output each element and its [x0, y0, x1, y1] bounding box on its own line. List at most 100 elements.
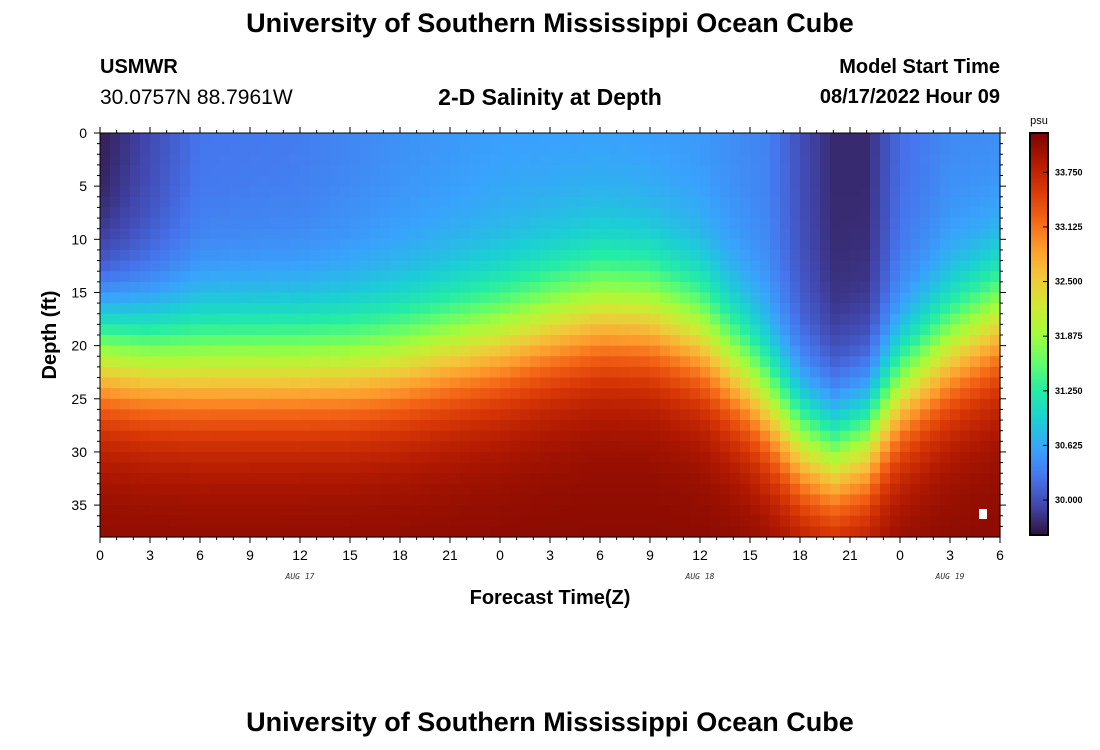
heatmap-cell [310, 515, 321, 527]
heatmap-cell [560, 249, 571, 262]
heatmap-cell [150, 292, 161, 304]
heatmap-cell [680, 494, 691, 506]
heatmap-cell [190, 526, 201, 538]
heatmap-cell [290, 515, 301, 527]
heatmap-cell [900, 249, 911, 262]
heatmap-cell [450, 228, 461, 240]
heatmap-cell [480, 324, 491, 336]
heatmap-cell [810, 420, 821, 432]
heatmap-cell [400, 292, 411, 304]
heatmap-cell [750, 154, 761, 166]
heatmap-cell [450, 388, 461, 400]
heatmap-cell [120, 249, 131, 262]
heatmap-cell [280, 133, 291, 145]
heatmap-cell [830, 388, 841, 400]
heatmap-cell [540, 218, 551, 230]
heatmap-cell [760, 345, 771, 357]
heatmap-cell [400, 441, 411, 453]
heatmap-cell [830, 462, 841, 474]
heatmap-cell [810, 186, 821, 198]
heatmap-cell [980, 377, 991, 389]
heatmap-cell [370, 483, 381, 496]
heatmap-cell [600, 494, 611, 506]
heatmap-cell [770, 494, 781, 506]
heatmap-cell [220, 441, 231, 453]
heatmap-cell [430, 451, 441, 464]
heatmap-cell [820, 164, 831, 177]
heatmap-cell [480, 526, 491, 538]
heatmap-cell [940, 335, 951, 347]
heatmap-cell [230, 420, 241, 432]
heatmap-cell [610, 462, 621, 474]
heatmap-cell [240, 196, 251, 209]
heatmap-cell [730, 228, 741, 240]
heatmap-cell [100, 249, 111, 262]
heatmap-cell [900, 196, 911, 209]
heatmap-cell [520, 409, 531, 421]
heatmap-cell [350, 133, 361, 145]
heatmap-cell [450, 462, 461, 474]
heatmap-cell [850, 420, 861, 432]
heatmap-cell [750, 239, 761, 251]
heatmap-cell [430, 260, 441, 272]
heatmap-cell [900, 260, 911, 272]
heatmap-cell [500, 388, 511, 400]
heatmap-cell [610, 451, 621, 464]
heatmap-cell [990, 303, 1001, 315]
heatmap-cell [100, 388, 111, 400]
heatmap-cell [400, 154, 411, 166]
heatmap-cell [280, 526, 291, 538]
heatmap-cell [350, 366, 361, 379]
heatmap-cell [820, 515, 831, 527]
heatmap-cell [470, 154, 481, 166]
heatmap-cell [540, 388, 551, 400]
heatmap-cell [710, 186, 721, 198]
heatmap-cell [400, 313, 411, 325]
heatmap-cell [820, 292, 831, 304]
heatmap-cell [750, 186, 761, 198]
heatmap-cell [970, 303, 981, 315]
heatmap-cell [310, 345, 321, 357]
heatmap-cell [640, 143, 651, 155]
heatmap-cell [920, 324, 931, 336]
heatmap-cell [580, 473, 591, 485]
heatmap-cell [120, 409, 131, 421]
heatmap-cell [250, 526, 261, 538]
heatmap-cell [310, 441, 321, 453]
heatmap-cell [690, 441, 701, 453]
heatmap-cell [390, 451, 401, 464]
heatmap-cell [800, 377, 811, 389]
heatmap-cell [840, 494, 851, 506]
heatmap-cell [830, 430, 841, 442]
heatmap-cell [250, 154, 261, 166]
heatmap-cell [490, 292, 501, 304]
heatmap-cell [530, 313, 541, 325]
heatmap-cell [800, 356, 811, 368]
heatmap-cell [670, 505, 681, 517]
heatmap-cell [600, 324, 611, 336]
heatmap-cell [380, 473, 391, 485]
heatmap-cell [510, 303, 521, 315]
heatmap-cell [390, 218, 401, 230]
heatmap-cell [510, 345, 521, 357]
heatmap-cell [760, 292, 771, 304]
heatmap-cell [400, 451, 411, 464]
heatmap-cell [760, 228, 771, 240]
heatmap-cell [470, 441, 481, 453]
heatmap-cell [660, 207, 671, 219]
heatmap-cell [730, 451, 741, 464]
heatmap-cell [120, 239, 131, 251]
heatmap-cell [920, 505, 931, 517]
heatmap-cell [330, 303, 341, 315]
heatmap-cell [270, 430, 281, 442]
heatmap-cell [560, 303, 571, 315]
heatmap-cell [840, 398, 851, 411]
heatmap-cell [150, 409, 161, 421]
heatmap-cell [780, 303, 791, 315]
heatmap-cell [140, 196, 151, 209]
heatmap-cell [800, 345, 811, 357]
heatmap-cell [160, 228, 171, 240]
heatmap-cell [940, 345, 951, 357]
heatmap-cell [190, 366, 201, 379]
heatmap-cell [260, 281, 271, 294]
